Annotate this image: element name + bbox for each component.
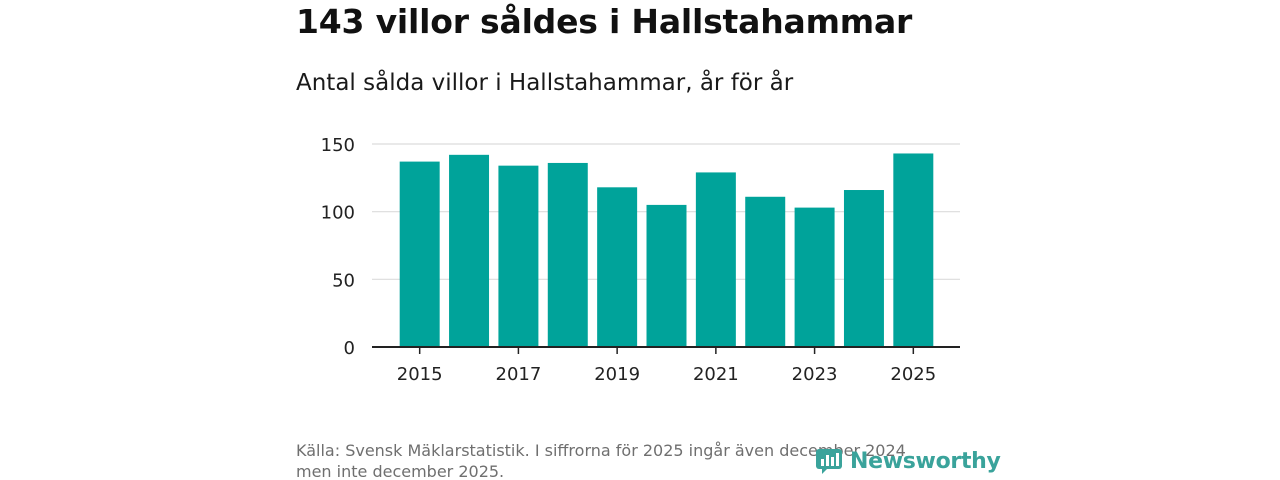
- axes: 0 50 100 150 2015 2017 2019 2021 2023 2025: [321, 135, 960, 385]
- bar-2022: [745, 196, 786, 347]
- bar-chart: 0 50 100 150 2015 2017 2019 2021 2023 2025: [321, 135, 960, 385]
- x-tick-label-2017: 2017: [496, 364, 542, 385]
- source-line-1: Källa: Svensk Mäklarstatistik. I siffror…: [296, 441, 906, 460]
- bar-2015: [399, 161, 440, 347]
- y-tick-label-150: 150: [321, 135, 355, 156]
- bar-2016: [449, 154, 490, 347]
- chart-subtitle: Antal sålda villor i Hallstahammar, år f…: [296, 70, 794, 96]
- brand-logo: Newsworthy: [814, 446, 1001, 476]
- x-tick-label-2023: 2023: [792, 364, 838, 385]
- bar-2018: [547, 162, 588, 347]
- bar-2024: [843, 190, 884, 347]
- bar-2020: [646, 204, 687, 347]
- page-title: 143 villor såldes i Hallstahammar: [296, 2, 913, 41]
- bar-chart-logo-icon: [816, 449, 842, 474]
- y-tick-label-0: 0: [344, 338, 355, 359]
- y-tick-label-50: 50: [332, 270, 355, 291]
- source-note: Källa: Svensk Mäklarstatistik. I siffror…: [296, 440, 956, 480]
- x-tick-label-2025: 2025: [890, 364, 936, 385]
- x-tick-label-2021: 2021: [693, 364, 739, 385]
- x-tick-label-2019: 2019: [594, 364, 640, 385]
- bars: [399, 153, 934, 347]
- brand-name: Newsworthy: [850, 448, 1001, 474]
- bar-2023: [794, 207, 835, 347]
- bar-2025: [893, 153, 934, 347]
- bar-2017: [498, 165, 539, 347]
- y-tick-label-100: 100: [321, 203, 355, 224]
- bar-2019: [597, 187, 638, 347]
- x-tick-label-2015: 2015: [397, 364, 443, 385]
- source-line-2: men inte december 2025.: [296, 462, 505, 480]
- bar-2021: [695, 172, 736, 347]
